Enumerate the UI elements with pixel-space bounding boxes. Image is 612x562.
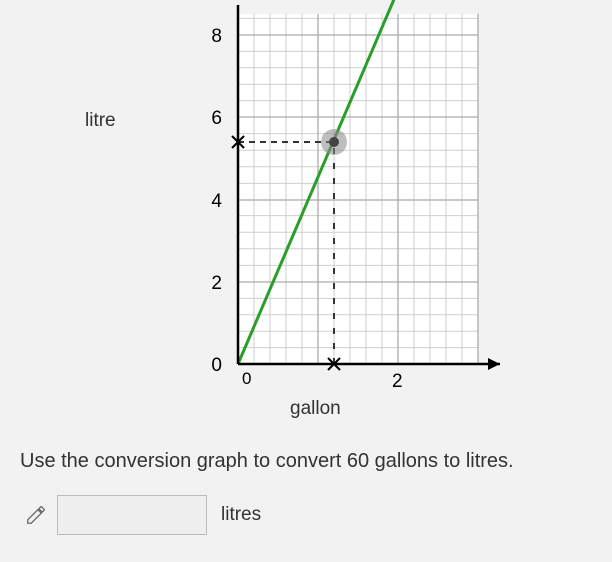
y-axis-label: litre: [85, 110, 116, 132]
conversion-chart: 8 6 4 2 0 0 2: [70, 0, 570, 430]
ytick-0: 0: [211, 355, 222, 376]
pencil-icon: [25, 504, 47, 526]
chart-container: 8 6 4 2 0 0 2: [70, 0, 570, 430]
ytick-2: 2: [211, 273, 222, 294]
ytick-8: 8: [211, 26, 222, 47]
question-text: Use the conversion graph to convert 60 g…: [20, 450, 514, 473]
answer-row: litres: [25, 495, 261, 535]
x-axis-label: gallon: [290, 398, 341, 420]
answer-input[interactable]: [57, 495, 207, 535]
xtick-0: 0: [242, 369, 251, 388]
answer-unit: litres: [221, 504, 261, 526]
ytick-4: 4: [211, 191, 222, 212]
ytick-6: 6: [211, 108, 222, 129]
xtick-2: 2: [392, 371, 403, 392]
